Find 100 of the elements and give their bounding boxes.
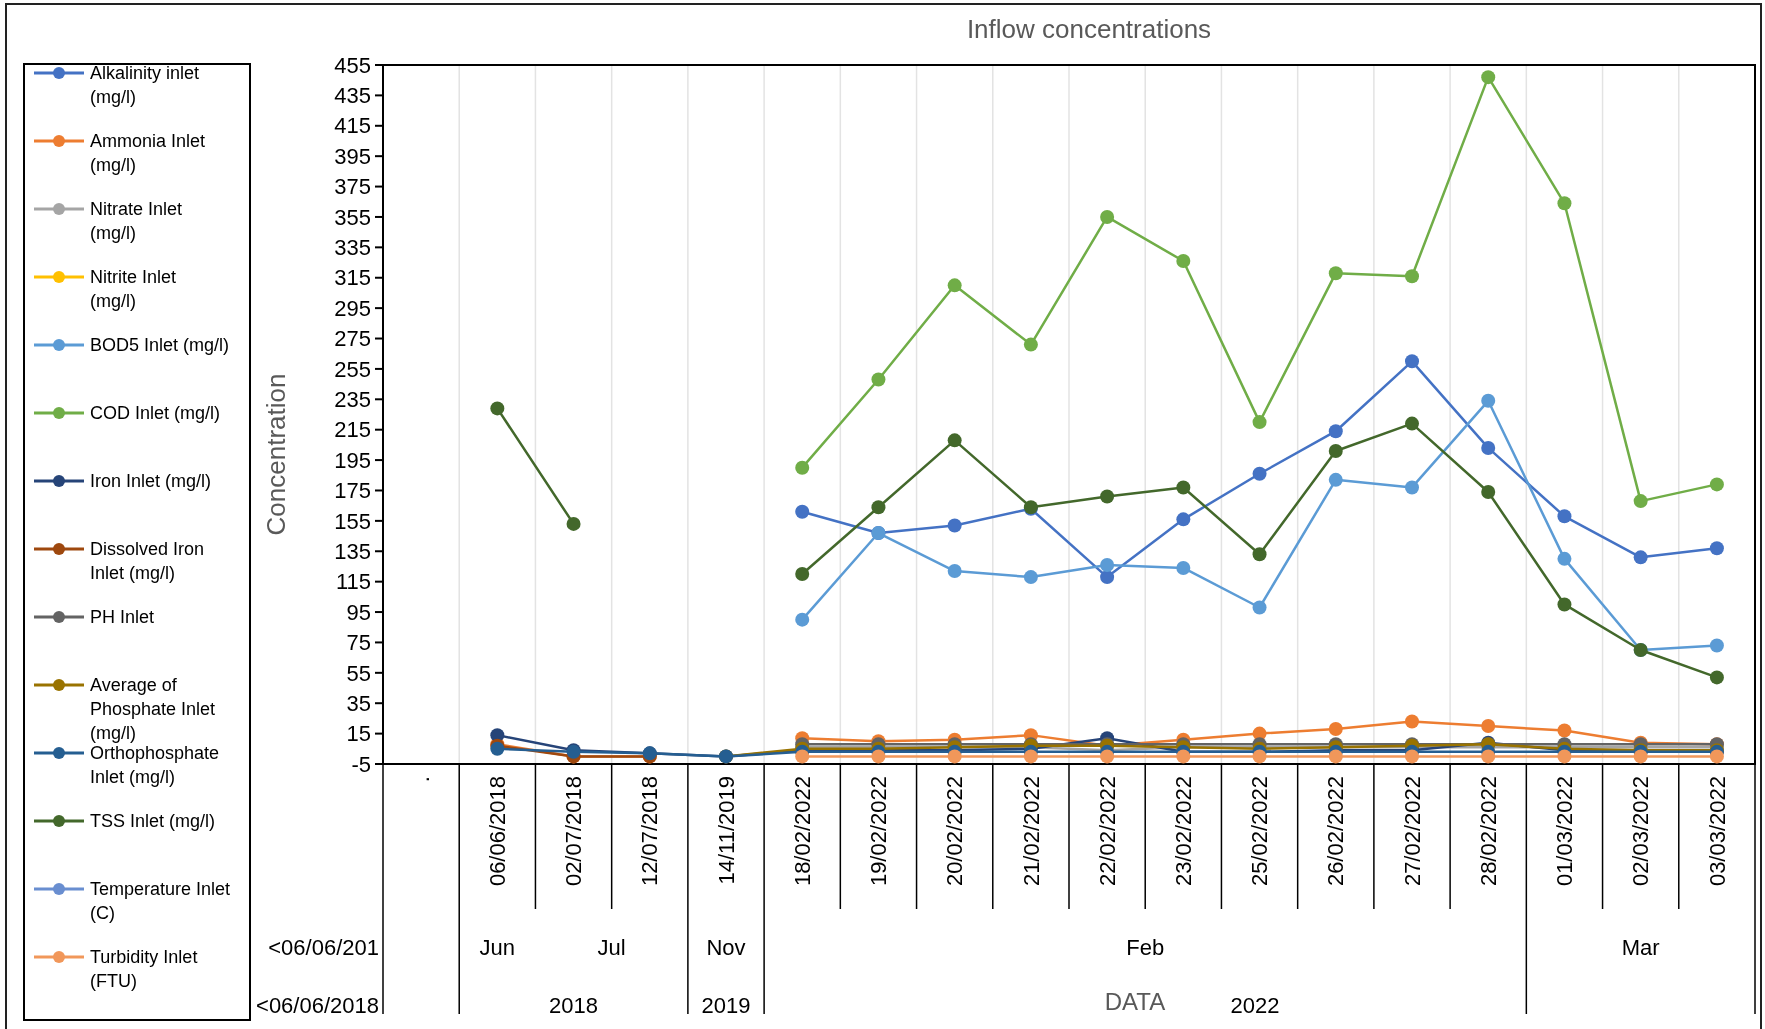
point (1023, 570, 1038, 585)
point (1709, 638, 1724, 653)
point (1328, 749, 1343, 764)
point (1176, 749, 1191, 764)
y-tick-label: 135 (334, 538, 371, 564)
text: Jul (597, 935, 626, 960)
point (1176, 254, 1191, 269)
point (947, 749, 962, 764)
legend-label: Iron Inlet (mg/l) (90, 471, 212, 491)
y-tick-label: 375 (334, 174, 371, 200)
y-tick-label: 195 (334, 447, 371, 473)
point (795, 460, 810, 475)
point (1557, 723, 1572, 738)
x-tick-label: . (408, 776, 434, 783)
point (1100, 570, 1115, 585)
text: 2018 (549, 993, 599, 1018)
y-tick-label: 355 (334, 204, 371, 230)
x-axis-title: DATA (1104, 988, 1166, 1015)
point (1405, 749, 1419, 764)
y-tick-label: 295 (334, 295, 371, 321)
y-tick-label: 315 (334, 265, 371, 291)
point (566, 516, 581, 531)
legend-label: Ammonia Inlet (mg/l) (90, 131, 206, 175)
point (1405, 416, 1419, 431)
point (1100, 749, 1115, 764)
point (1405, 269, 1419, 284)
x-tick-label: 20/02/2022 (942, 776, 968, 887)
point (1405, 714, 1419, 729)
text: <06/06/201 (268, 935, 379, 960)
point (1252, 415, 1267, 430)
point (1481, 719, 1496, 734)
legend-label: Temperature Inlet (C) (90, 879, 231, 923)
y-tick-label: 255 (334, 356, 371, 382)
x-tick-label: 26/02/2022 (1323, 776, 1349, 887)
x-tick-label: 22/02/2022 (1094, 776, 1120, 887)
y-tick-label: 235 (334, 387, 371, 412)
point (1100, 489, 1115, 504)
text: 2019 (701, 993, 751, 1018)
point (1481, 485, 1496, 499)
x-tick-label: 21/02/2022 (1018, 776, 1044, 887)
y-tick-label: 115 (335, 569, 371, 595)
point (1481, 70, 1496, 85)
x-tick-label: 27/02/2022 (1399, 776, 1425, 887)
point (1176, 560, 1191, 575)
y-tick-label: 335 (334, 235, 371, 261)
text: Jun (479, 935, 516, 960)
text: Mar (1621, 935, 1660, 960)
x-tick-label: 06/06/2018 (485, 776, 511, 887)
legend-label: TSS Inlet (mg/l) (90, 811, 216, 831)
point (947, 518, 962, 533)
point (1328, 424, 1343, 439)
point (1709, 670, 1724, 685)
point (795, 567, 810, 582)
legend-label: Turbidity Inlet (FTU) (90, 947, 198, 991)
point (1633, 494, 1648, 509)
x-tick-label: 23/02/2022 (1171, 776, 1197, 887)
y-tick-label: 95 (346, 599, 371, 625)
y-tick-label: 35 (346, 690, 371, 716)
point (1481, 440, 1496, 455)
point (1557, 597, 1572, 612)
legend-label: Alkalinity inlet (mg/l) (90, 63, 200, 107)
legend-label: BOD5 Inlet (mg/l) (90, 335, 230, 355)
text: 2022 (1230, 993, 1280, 1018)
point (1405, 480, 1419, 495)
point (795, 504, 810, 519)
point (1481, 749, 1496, 764)
point (947, 433, 962, 448)
x-tick-label: 01/03/2022 (1552, 776, 1578, 887)
legend-label: Nitrite Inlet (mg/l) (90, 267, 177, 311)
point (1023, 337, 1038, 352)
y-axis-title: Concentration (261, 373, 291, 536)
point (1100, 557, 1115, 572)
point (795, 612, 810, 627)
chart-title: Inflow concentrations (966, 14, 1212, 44)
point (871, 500, 886, 515)
y-tick-label: 415 (334, 113, 371, 139)
point (1633, 550, 1648, 565)
point (1405, 354, 1419, 369)
x-tick-label: 02/07/2018 (561, 776, 587, 887)
point (1252, 547, 1267, 562)
x-tick-label: 12/07/2018 (637, 776, 663, 887)
y-tick-label: 395 (334, 143, 371, 169)
y-tick-label: 55 (346, 660, 371, 686)
x-tick-label: 18/02/2022 (789, 776, 815, 887)
legend-label: PH Inlet (90, 607, 155, 627)
y-tick-label: 175 (334, 478, 371, 504)
point (1557, 196, 1572, 211)
text: <06/06/2018 (256, 993, 379, 1018)
point (1252, 466, 1267, 481)
legend-label: Dissolved Iron Inlet (mg/l) (90, 539, 205, 583)
x-tick-label: 03/03/2022 (1704, 776, 1730, 887)
point (947, 564, 962, 579)
x-tick-label: 02/03/2022 (1628, 776, 1654, 887)
point (1023, 749, 1038, 764)
y-tick-label: 15 (346, 721, 371, 747)
y-tick-label: 275 (334, 326, 371, 352)
point (871, 372, 886, 387)
point (1709, 749, 1724, 764)
legend-label: COD Inlet (mg/l) (90, 403, 221, 423)
legend-label: Orthophosphate Inlet (mg/l) (90, 743, 220, 787)
